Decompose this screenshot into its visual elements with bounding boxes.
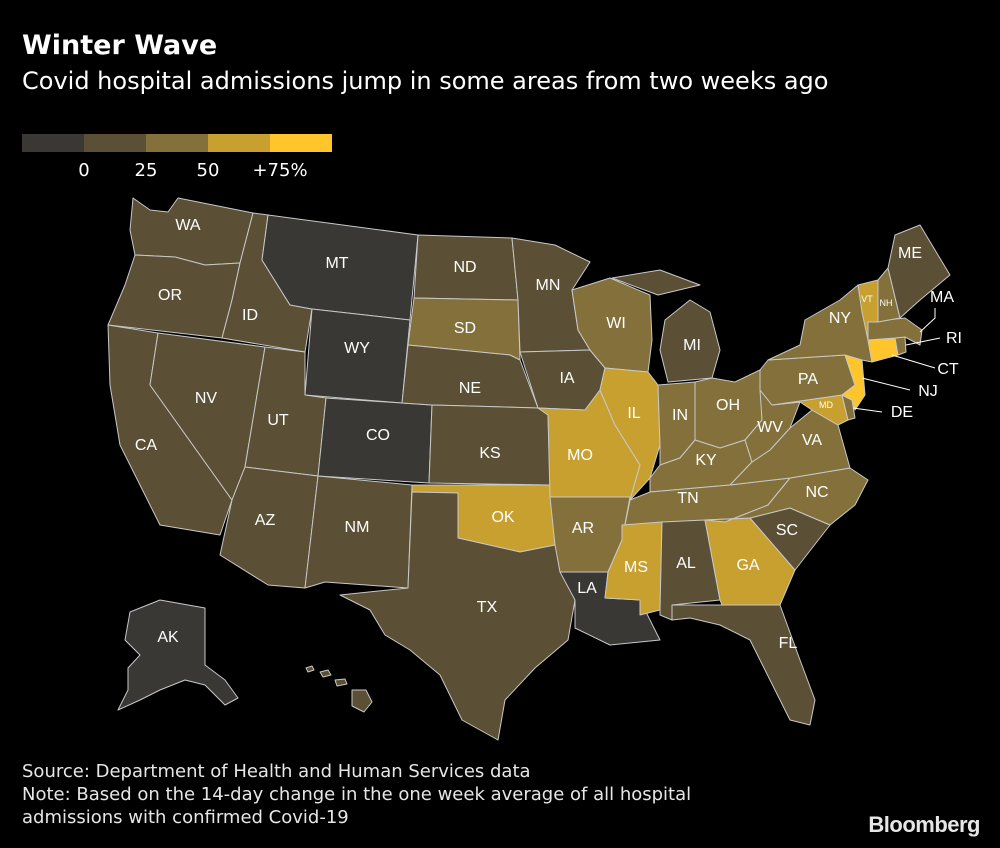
label-RI: RI xyxy=(946,330,962,347)
state-HI xyxy=(305,665,373,713)
label-NY: NY xyxy=(829,310,852,327)
footnote: Source: Department of Health and Human S… xyxy=(22,760,691,829)
label-NM: NM xyxy=(345,519,370,536)
label-NH: NH xyxy=(880,298,893,308)
bloomberg-logo: Bloomberg xyxy=(868,812,980,837)
note-text-line2: admissions with confirmed Covid-19 xyxy=(22,807,349,828)
label-ME: ME xyxy=(898,245,922,262)
label-MD: MD xyxy=(819,400,833,410)
label-AK: AK xyxy=(157,629,179,646)
label-NV: NV xyxy=(195,390,218,407)
label-WV: WV xyxy=(757,419,783,436)
label-AZ: AZ xyxy=(255,512,276,529)
label-NJ: NJ xyxy=(918,383,938,400)
label-OH: OH xyxy=(716,397,740,414)
state-NY xyxy=(767,284,873,363)
legend-swatch-3 xyxy=(208,134,270,152)
label-IN: IN xyxy=(672,407,688,424)
legend-swatch-2 xyxy=(146,134,208,152)
label-ID: ID xyxy=(242,307,258,324)
note-text-line1: Note: Based on the 14-day change in the … xyxy=(22,784,692,805)
label-SC: SC xyxy=(776,522,798,539)
label-VA: VA xyxy=(802,432,822,449)
state-NM xyxy=(304,475,413,589)
label-TX: TX xyxy=(477,599,498,616)
color-legend: 0 25 50 +75% xyxy=(22,134,332,194)
legend-swatch-4 xyxy=(270,134,332,152)
state-FL xyxy=(671,604,816,726)
label-GA: GA xyxy=(736,557,759,574)
label-CO: CO xyxy=(366,427,390,444)
label-OK: OK xyxy=(491,509,514,526)
label-TN: TN xyxy=(677,490,698,507)
label-VT: VT xyxy=(861,294,873,304)
legend-tick-75: +75% xyxy=(252,160,308,181)
label-DE: DE xyxy=(891,404,913,421)
label-IL: IL xyxy=(627,405,640,422)
label-SD: SD xyxy=(454,320,476,337)
state-TX xyxy=(339,491,576,741)
state-MI xyxy=(611,269,721,383)
legend-swatch-0 xyxy=(22,134,84,152)
state-NJ xyxy=(841,354,866,411)
label-FL: FL xyxy=(779,635,798,652)
label-WI: WI xyxy=(606,315,626,332)
label-ND: ND xyxy=(453,259,476,276)
state-MA xyxy=(867,317,923,346)
chart-subtitle: Covid hospital admissions jump in some a… xyxy=(22,67,829,95)
label-AR: AR xyxy=(572,520,594,537)
state-ME xyxy=(887,224,951,319)
label-MT: MT xyxy=(325,255,348,272)
label-MA: MA xyxy=(930,289,954,306)
leader-lines xyxy=(852,308,941,413)
label-MN: MN xyxy=(536,277,561,294)
label-OR: OR xyxy=(158,287,182,304)
label-UT: UT xyxy=(267,412,289,429)
label-NC: NC xyxy=(805,484,828,501)
label-WA: WA xyxy=(175,217,201,234)
legend-tick-50: 50 xyxy=(196,160,220,181)
label-WY: WY xyxy=(344,340,370,357)
state-NC xyxy=(704,467,869,526)
label-CA: CA xyxy=(135,437,158,454)
legend-tick-25: 25 xyxy=(134,160,158,181)
label-LA: LA xyxy=(577,580,597,597)
label-PA: PA xyxy=(798,371,818,388)
state-IL xyxy=(599,367,661,501)
label-AL: AL xyxy=(676,555,696,572)
chart-title: Winter Wave xyxy=(22,30,218,61)
label-MI: MI xyxy=(683,337,701,354)
state-CT xyxy=(867,337,899,363)
label-MO: MO xyxy=(567,447,593,464)
legend-swatch-1 xyxy=(84,134,146,152)
label-IA: IA xyxy=(559,370,574,387)
label-KS: KS xyxy=(479,445,500,462)
legend-tick-0: 0 xyxy=(78,160,90,181)
label-MS: MS xyxy=(624,559,648,576)
label-CT: CT xyxy=(937,361,959,378)
label-NE: NE xyxy=(459,380,481,397)
source-text: Source: Department of Health and Human S… xyxy=(22,761,531,782)
label-KY: KY xyxy=(695,452,717,469)
state-AK xyxy=(117,599,239,711)
